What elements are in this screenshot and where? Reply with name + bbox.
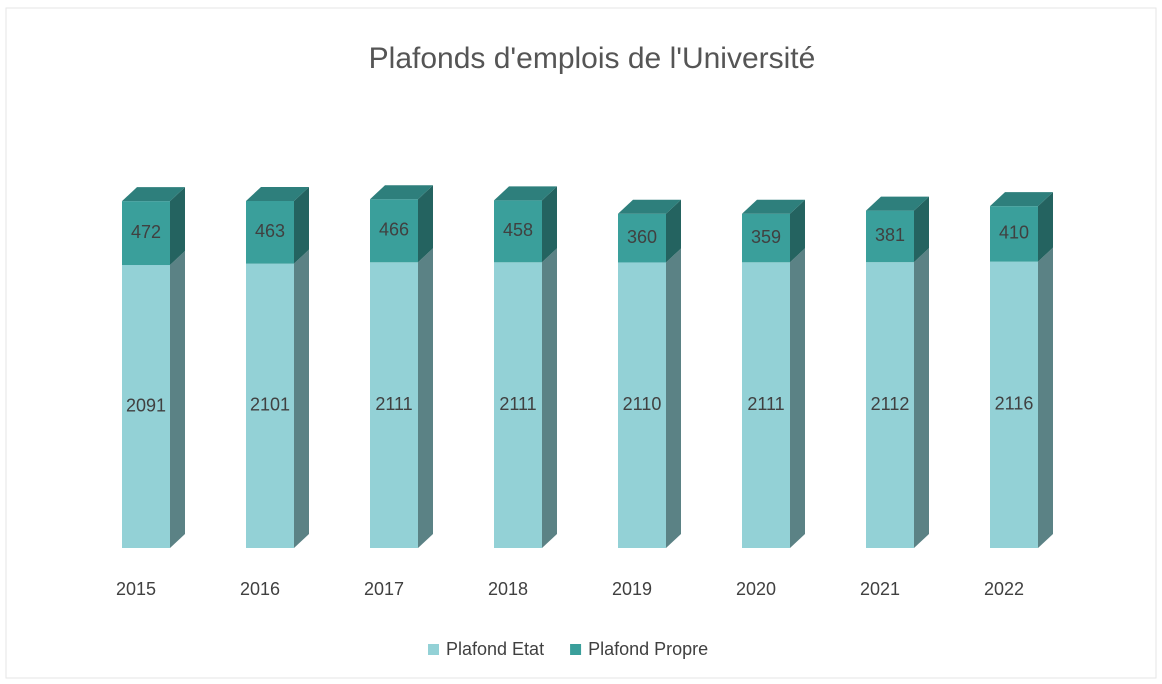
bar-top [742, 199, 805, 214]
x-tick-label: 2015 [116, 579, 156, 599]
x-tick-label: 2019 [612, 579, 652, 599]
bar-side [418, 248, 433, 548]
x-tick-label: 2016 [240, 579, 280, 599]
bar [742, 213, 790, 263]
data-label: 463 [255, 221, 285, 241]
data-label: 2111 [747, 394, 784, 414]
bar [866, 262, 914, 548]
data-label: 2112 [871, 394, 910, 414]
bar [494, 262, 542, 548]
bar [990, 206, 1038, 262]
bar [990, 261, 1038, 548]
bar-side [170, 187, 185, 266]
bar [618, 213, 666, 263]
x-tick-label: 2022 [984, 579, 1024, 599]
bar [742, 262, 790, 548]
bar [246, 263, 294, 548]
data-label: 2101 [250, 395, 290, 415]
bar-side [418, 185, 433, 263]
bar [618, 262, 666, 548]
bar-side [666, 248, 681, 549]
bar-side [914, 196, 929, 263]
bar-side [170, 251, 185, 548]
data-label: 410 [999, 223, 1029, 243]
bar-side [914, 248, 929, 548]
legend-label: Plafond Etat [446, 639, 544, 659]
bar [494, 200, 542, 263]
bar-side [294, 187, 309, 264]
bar-side [1038, 192, 1053, 262]
bar-top [494, 186, 557, 201]
bar-top [618, 199, 681, 214]
bar [246, 201, 294, 264]
bar [370, 199, 418, 263]
data-label: 2111 [499, 394, 536, 414]
data-label: 458 [503, 220, 533, 240]
chart-title: Plafonds d'emplois de l'Université [369, 42, 816, 75]
bar [370, 262, 418, 548]
bar-side [542, 248, 557, 548]
bar-top [122, 187, 185, 202]
bar-side [790, 199, 805, 263]
data-label: 2091 [126, 395, 166, 415]
bar-side [666, 199, 681, 263]
x-tick-label: 2021 [860, 579, 900, 599]
legend-swatch [428, 644, 439, 655]
bar-top [370, 185, 433, 200]
data-label: 472 [131, 222, 161, 242]
bar-side [542, 186, 557, 263]
data-label: 2110 [623, 394, 662, 414]
bar-top [866, 196, 929, 211]
data-label: 2111 [375, 394, 412, 414]
bar [866, 210, 914, 263]
data-label: 381 [875, 225, 905, 245]
bar-side [790, 248, 805, 548]
data-label: 466 [379, 220, 409, 240]
data-label: 2116 [995, 394, 1034, 414]
legend-label: Plafond Propre [588, 639, 708, 659]
bar-side [294, 249, 309, 548]
x-tick-label: 2017 [364, 579, 404, 599]
bar-top [990, 192, 1053, 207]
legend-swatch [570, 644, 582, 655]
x-tick-label: 2020 [736, 579, 776, 599]
bar [122, 201, 170, 266]
data-label: 360 [627, 227, 657, 247]
chart-frame [5, 7, 1157, 679]
x-tick-label: 2018 [488, 579, 528, 599]
bar [122, 265, 170, 548]
bar-side [1038, 247, 1053, 548]
bar-top [246, 187, 309, 202]
data-label: 359 [751, 227, 781, 247]
